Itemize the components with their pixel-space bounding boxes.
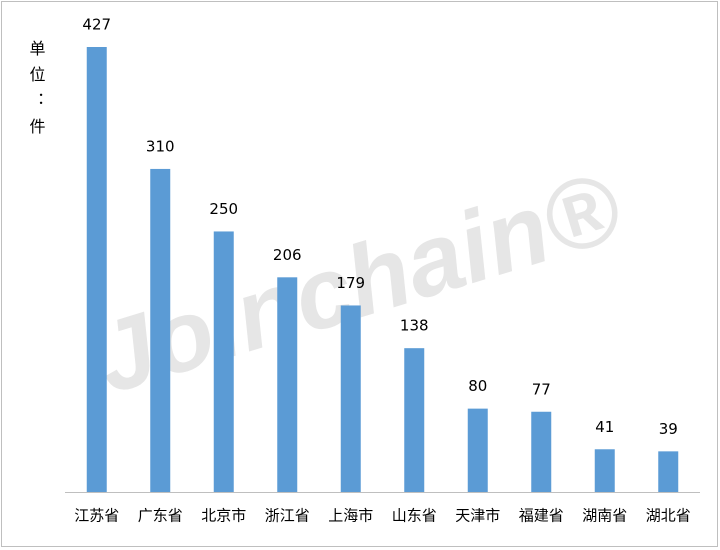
bar	[277, 277, 298, 492]
data-label: 250	[209, 200, 238, 218]
bar	[404, 348, 425, 492]
x-tick-label: 湖南省	[582, 507, 627, 525]
bar	[340, 305, 361, 492]
bar	[467, 408, 488, 492]
x-tick-label: 福建省	[519, 507, 564, 525]
x-tick-label: 湖北省	[646, 507, 691, 525]
data-label: 427	[82, 16, 111, 34]
data-label: 138	[400, 317, 429, 335]
x-tick-label: 北京市	[201, 507, 246, 525]
x-tick-label: 浙江省	[265, 507, 310, 525]
data-label: 310	[146, 137, 175, 155]
data-label: 39	[659, 420, 678, 438]
bar	[594, 449, 615, 492]
data-label: 41	[595, 418, 614, 436]
x-tick-label: 江苏省	[74, 507, 119, 525]
data-label: 80	[468, 377, 487, 395]
data-label: 179	[336, 274, 365, 292]
bar	[531, 411, 552, 492]
x-tick-label: 上海市	[328, 507, 373, 525]
bar	[658, 451, 679, 492]
x-tick-label: 天津市	[455, 507, 500, 525]
bar	[150, 168, 171, 493]
bar	[213, 231, 234, 492]
data-label: 77	[532, 380, 551, 398]
data-label: 206	[273, 246, 302, 264]
x-tick-label: 山东省	[392, 507, 437, 525]
bar	[86, 47, 107, 492]
x-tick-label: 广东省	[138, 507, 183, 525]
y-axis-label: 单位：件	[27, 40, 46, 144]
